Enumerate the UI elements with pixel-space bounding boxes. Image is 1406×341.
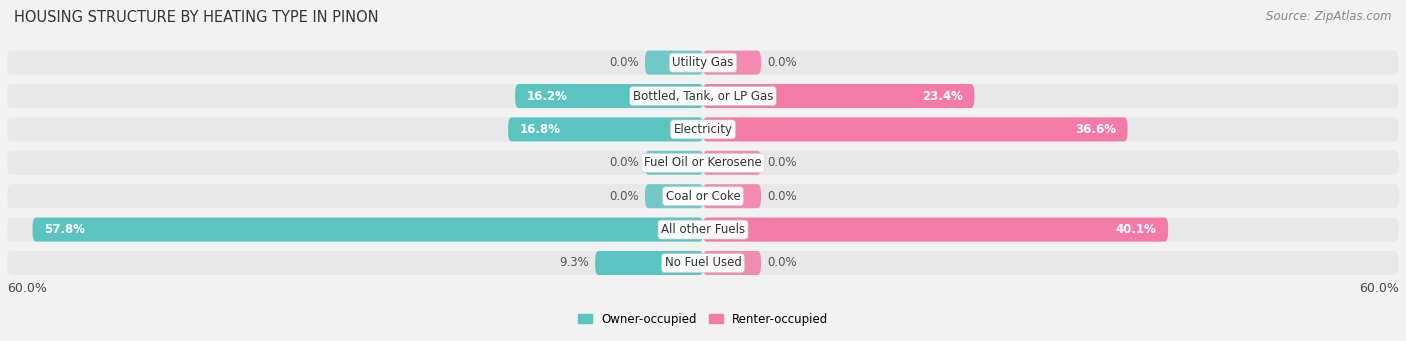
FancyBboxPatch shape	[515, 84, 703, 108]
FancyBboxPatch shape	[645, 50, 703, 75]
Legend: Owner-occupied, Renter-occupied: Owner-occupied, Renter-occupied	[572, 308, 834, 330]
Text: Electricity: Electricity	[673, 123, 733, 136]
Text: Bottled, Tank, or LP Gas: Bottled, Tank, or LP Gas	[633, 90, 773, 103]
Text: 40.1%: 40.1%	[1116, 223, 1157, 236]
Text: All other Fuels: All other Fuels	[661, 223, 745, 236]
Text: Utility Gas: Utility Gas	[672, 56, 734, 69]
FancyBboxPatch shape	[645, 151, 703, 175]
Text: 36.6%: 36.6%	[1076, 123, 1116, 136]
FancyBboxPatch shape	[645, 184, 703, 208]
FancyBboxPatch shape	[703, 117, 1128, 142]
FancyBboxPatch shape	[32, 218, 703, 242]
Text: 57.8%: 57.8%	[44, 223, 86, 236]
FancyBboxPatch shape	[7, 50, 1399, 75]
FancyBboxPatch shape	[703, 218, 1168, 242]
FancyBboxPatch shape	[703, 184, 761, 208]
FancyBboxPatch shape	[7, 84, 1399, 108]
FancyBboxPatch shape	[7, 117, 1399, 142]
FancyBboxPatch shape	[7, 184, 1399, 208]
FancyBboxPatch shape	[703, 84, 974, 108]
Text: 16.8%: 16.8%	[520, 123, 561, 136]
FancyBboxPatch shape	[508, 117, 703, 142]
Text: 0.0%: 0.0%	[766, 256, 796, 269]
FancyBboxPatch shape	[7, 151, 1399, 175]
FancyBboxPatch shape	[7, 251, 1399, 275]
Text: 0.0%: 0.0%	[766, 56, 796, 69]
Text: Coal or Coke: Coal or Coke	[665, 190, 741, 203]
Text: 16.2%: 16.2%	[527, 90, 568, 103]
Text: 23.4%: 23.4%	[922, 90, 963, 103]
Text: No Fuel Used: No Fuel Used	[665, 256, 741, 269]
Text: 0.0%: 0.0%	[610, 56, 640, 69]
FancyBboxPatch shape	[7, 218, 1399, 242]
Text: 0.0%: 0.0%	[766, 190, 796, 203]
Text: 60.0%: 60.0%	[1360, 282, 1399, 295]
Text: 9.3%: 9.3%	[560, 256, 589, 269]
FancyBboxPatch shape	[703, 50, 761, 75]
Text: HOUSING STRUCTURE BY HEATING TYPE IN PINON: HOUSING STRUCTURE BY HEATING TYPE IN PIN…	[14, 10, 378, 25]
FancyBboxPatch shape	[703, 251, 761, 275]
FancyBboxPatch shape	[703, 151, 761, 175]
Text: 0.0%: 0.0%	[610, 156, 640, 169]
Text: 0.0%: 0.0%	[766, 156, 796, 169]
FancyBboxPatch shape	[595, 251, 703, 275]
Text: 60.0%: 60.0%	[7, 282, 46, 295]
Text: 0.0%: 0.0%	[610, 190, 640, 203]
Text: Source: ZipAtlas.com: Source: ZipAtlas.com	[1267, 10, 1392, 23]
Text: Fuel Oil or Kerosene: Fuel Oil or Kerosene	[644, 156, 762, 169]
